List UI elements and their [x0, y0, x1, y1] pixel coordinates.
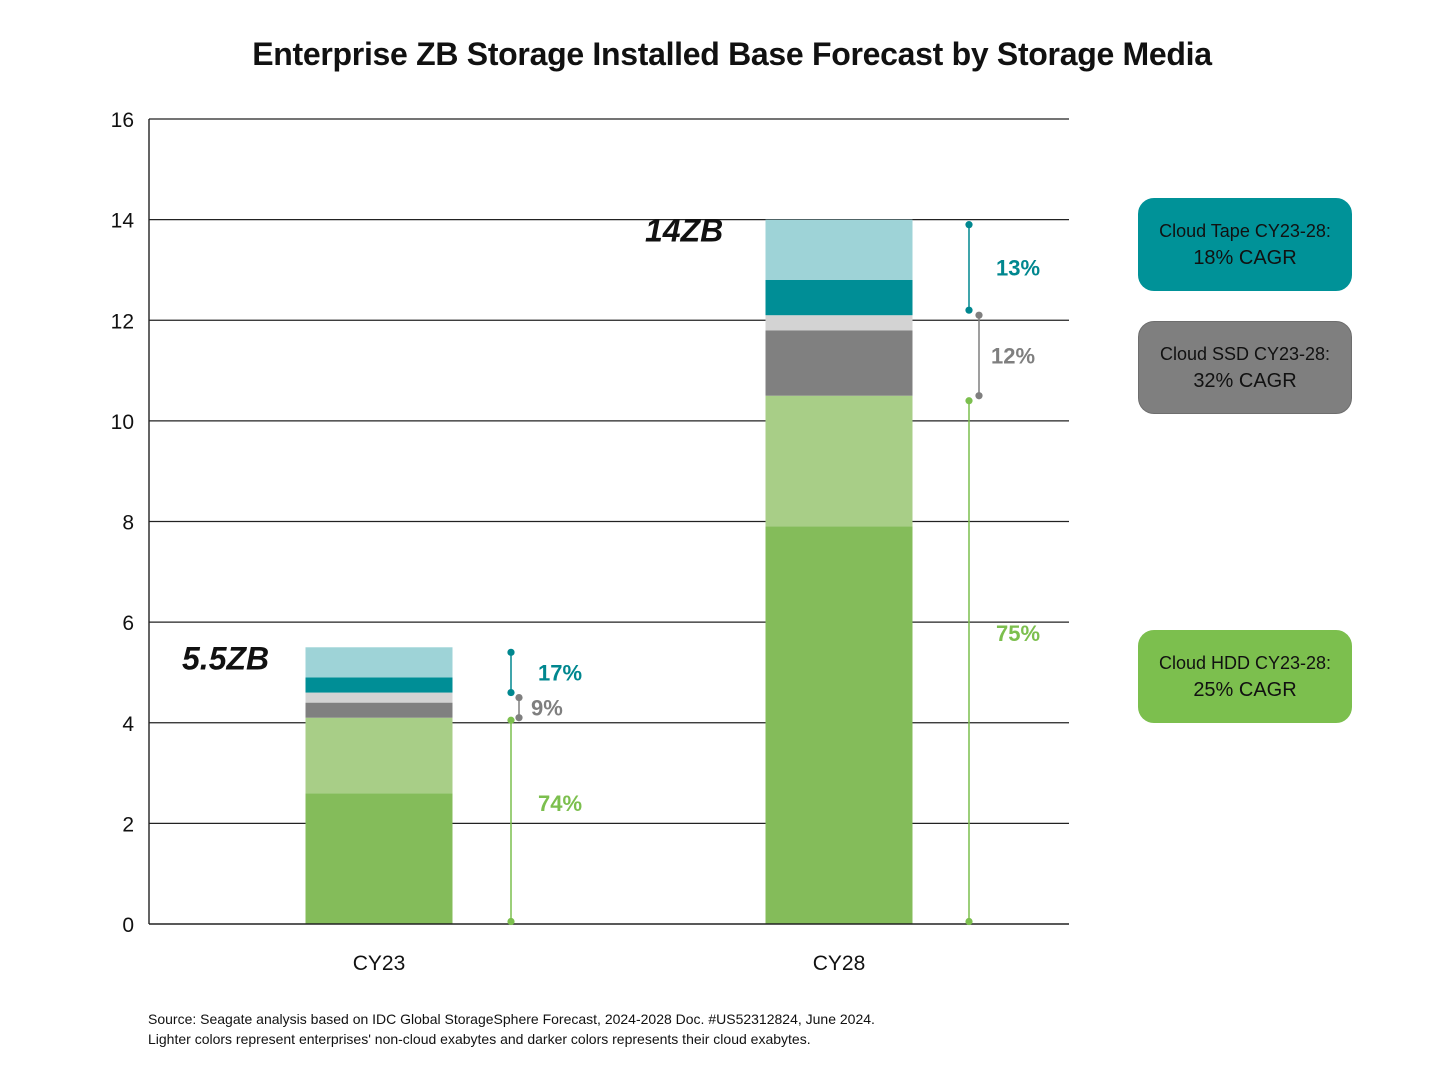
- bracket-label-cy23-ssd: 9%: [531, 696, 563, 721]
- bar-segments: [305, 219, 913, 924]
- bar-cy23-cloud-hdd: [305, 717, 453, 794]
- bar-cy28-cloud-tape: [765, 219, 913, 280]
- total-label-cy23: 5.5ZB: [182, 640, 269, 676]
- legend-cloud-ssd: Cloud SSD CY23-28: 32% CAGR: [1138, 321, 1352, 414]
- legend-cloud-hdd-line1: Cloud HDD CY23-28:: [1158, 652, 1332, 673]
- bracket-dot-bottom-cy28-hdd: [965, 917, 973, 926]
- bar-cy23-non-cloud-tape: [305, 677, 453, 693]
- bar-cy23-non-cloud-ssd: [305, 702, 453, 718]
- bar-cy23-non-cloud-hdd: [305, 793, 453, 924]
- bracket-dot-top-cy28-tape: [965, 221, 973, 229]
- source-text: Source: Seagate analysis based on IDC Gl…: [148, 1011, 875, 1027]
- bracket-label-cy28-ssd: 12%: [991, 343, 1035, 368]
- color-note-text: Lighter colors represent enterprises' no…: [148, 1031, 811, 1047]
- bar-cy28-non-cloud-hdd: [765, 526, 913, 924]
- y-tick-label-12: 12: [111, 310, 134, 333]
- bracket-dot-bottom-cy28-ssd: [975, 392, 983, 400]
- bar-cy23-cloud-ssd: [305, 692, 453, 703]
- bracket-label-cy23-tape: 17%: [538, 660, 582, 685]
- bar-cy28-non-cloud-ssd: [765, 330, 913, 396]
- bracket-dot-bottom-cy23-tape: [507, 688, 515, 697]
- source-note: Source: Seagate analysis based on IDC Gl…: [148, 1009, 875, 1049]
- y-tick-label-10: 10: [111, 411, 134, 434]
- bracket-dot-top-cy23-ssd: [515, 693, 523, 702]
- bracket-label-cy28-tape: 13%: [996, 255, 1040, 280]
- y-tick-label-6: 6: [122, 612, 134, 635]
- axes: [148, 119, 1069, 925]
- legend-cloud-tape: Cloud Tape CY23-28: 18% CAGR: [1138, 198, 1352, 291]
- y-tick-label-2: 2: [122, 813, 134, 836]
- bar-cy23-cloud-tape: [305, 647, 453, 678]
- bracket-dot-top-cy23-hdd: [507, 716, 515, 724]
- bracket-dot-top-cy28-ssd: [975, 311, 983, 319]
- bar-cy28-non-cloud-tape: [765, 280, 913, 316]
- legend-cloud-tape-line2: 18% CAGR: [1193, 246, 1297, 269]
- legend-cloud-hdd-line2: 25% CAGR: [1193, 678, 1297, 701]
- bracket-dot-bottom-cy28-tape: [965, 306, 973, 314]
- x-tick-label-cy28: CY28: [813, 952, 866, 975]
- y-tick-label-8: 8: [122, 512, 134, 535]
- legend-cloud-hdd: Cloud HDD CY23-28: 25% CAGR: [1138, 630, 1352, 723]
- y-tick-label-14: 14: [111, 210, 135, 233]
- bracket-dot-bottom-cy23-ssd: [515, 714, 523, 722]
- bracket-label-cy28-hdd: 75%: [996, 621, 1040, 646]
- legend-cloud-ssd-line1: Cloud SSD CY23-28:: [1159, 343, 1331, 364]
- legend-cloud-tape-line1: Cloud Tape CY23-28:: [1159, 220, 1331, 241]
- labels: 0 2 4 6 8 10 12 14 16 CY23 CY28 5.5ZB 14ZB: [111, 109, 866, 975]
- y-tick-label-4: 4: [122, 713, 134, 736]
- legend-cloud-ssd-line2: 32% CAGR: [1193, 369, 1297, 392]
- x-tick-label-cy23: CY23: [353, 952, 406, 975]
- chart-title: Enterprise ZB Storage Installed Base For…: [252, 36, 1212, 72]
- bar-cy28-cloud-hdd: [765, 395, 913, 527]
- bar-cy28-cloud-ssd: [765, 315, 913, 331]
- bracket-label-cy23-hdd: 74%: [538, 791, 582, 816]
- y-tick-label-0: 0: [122, 914, 134, 937]
- bracket-dot-bottom-cy23-hdd: [507, 917, 515, 926]
- bracket-dot-top-cy23-tape: [507, 648, 515, 656]
- total-label-cy28: 14ZB: [645, 213, 723, 249]
- bracket-dot-top-cy28-hdd: [965, 397, 973, 405]
- grid-lines: [149, 118, 1069, 825]
- share-brackets: 17% 9% 74% 13% 12% 75%: [507, 221, 1040, 926]
- y-tick-label-16: 16: [111, 109, 134, 132]
